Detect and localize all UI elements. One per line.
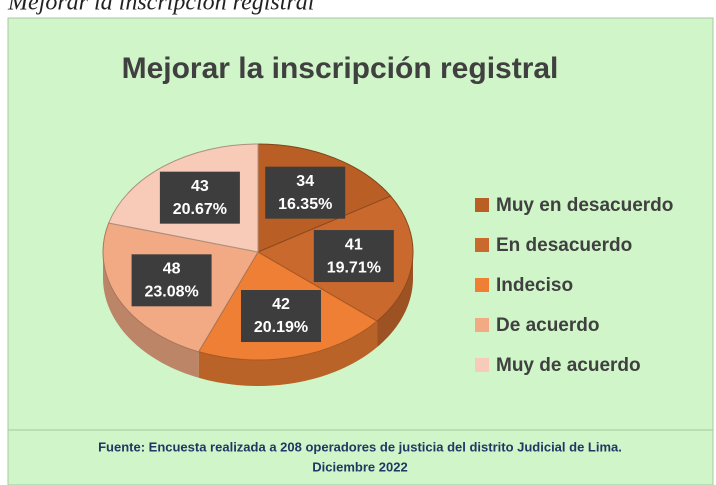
data-label-box bbox=[131, 254, 212, 307]
legend-swatch bbox=[475, 278, 489, 292]
data-label: 42 bbox=[272, 296, 290, 313]
caption: Mejorar la inscripción registral bbox=[7, 0, 315, 16]
legend-swatch bbox=[475, 318, 489, 332]
legend-label: Indeciso bbox=[496, 275, 573, 296]
chart-title: Mejorar la inscripción registral bbox=[122, 52, 559, 85]
pie-side bbox=[377, 252, 413, 348]
data-label-box bbox=[159, 171, 240, 224]
pie-side bbox=[103, 252, 199, 378]
data-label: 48 bbox=[163, 261, 181, 278]
legend-label: De acuerdo bbox=[496, 315, 599, 336]
data-label: 41 bbox=[345, 236, 363, 253]
legend-swatch bbox=[475, 358, 489, 372]
source-line: Fuente: Encuesta realizada a 208 operado… bbox=[98, 439, 622, 454]
data-label-box bbox=[313, 230, 394, 283]
legend-label: Muy en desacuerdo bbox=[496, 195, 673, 216]
source-line: Diciembre 2022 bbox=[312, 459, 407, 474]
legend-swatch bbox=[475, 238, 489, 252]
data-label: 19.71% bbox=[327, 259, 381, 276]
data-label-box bbox=[265, 166, 346, 219]
legend-swatch bbox=[475, 198, 489, 212]
data-label: 34 bbox=[296, 173, 314, 190]
data-label-box bbox=[240, 290, 321, 343]
data-label: 20.19% bbox=[254, 319, 308, 336]
pie-side bbox=[198, 321, 378, 386]
legend-label: Muy de acuerdo bbox=[496, 355, 641, 376]
data-label: 23.08% bbox=[144, 284, 198, 301]
legend-label: En desacuerdo bbox=[496, 235, 632, 256]
pie: 34 16.35% 41 19.71% 42 20.19% 48 23.08% 43 20.67% bbox=[102, 143, 414, 386]
data-label: 43 bbox=[191, 178, 209, 195]
data-label: 20.67% bbox=[173, 201, 227, 218]
data-label: 16.35% bbox=[278, 196, 332, 213]
